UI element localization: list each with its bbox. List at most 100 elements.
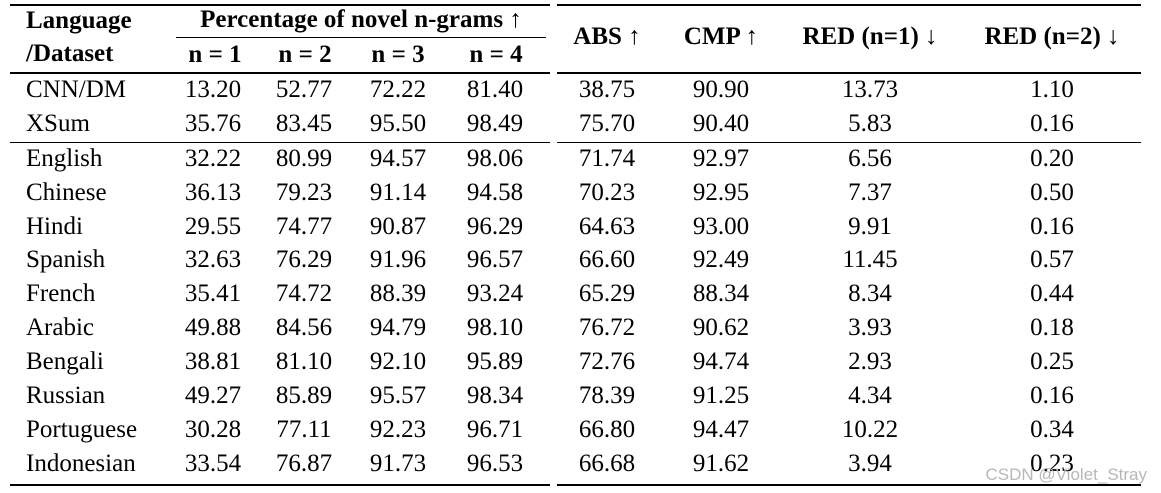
cell-n3: 92.23	[369, 416, 427, 443]
row-label: Portuguese	[26, 416, 138, 443]
row-label: Chinese	[26, 179, 107, 206]
row-label: Russian	[26, 382, 106, 409]
cell-n4: 81.40	[466, 76, 524, 103]
cell-n2: 85.89	[275, 382, 333, 409]
cell-n4: 96.53	[466, 450, 524, 477]
header-n3: n = 3	[371, 41, 425, 68]
cell-n2: 76.87	[275, 450, 333, 477]
cell-cmp: 91.62	[692, 450, 750, 477]
cell-red-n2: 0.16	[1030, 213, 1074, 240]
header-novel-ngrams-group: Percentage of novel n-grams ↑	[200, 6, 522, 33]
cell-n4: 95.89	[466, 348, 524, 375]
cell-n3: 91.96	[369, 246, 427, 273]
cell-n3: 90.87	[369, 213, 427, 240]
cell-n4: 93.24	[466, 280, 524, 307]
cell-red-n1: 4.34	[848, 382, 892, 409]
row-label: Bengali	[26, 348, 104, 375]
cell-n4: 96.57	[466, 246, 524, 273]
header-cmp: CMP ↑	[683, 23, 759, 50]
cell-abs: 72.76	[578, 348, 636, 375]
cell-n1: 35.76	[184, 110, 242, 137]
cell-n1: 32.63	[184, 246, 242, 273]
cell-cmp: 91.25	[692, 382, 750, 409]
cell-cmp: 92.95	[692, 179, 750, 206]
header-abs: ABS ↑	[573, 23, 641, 50]
csdn-watermark: CSDN @Violet_Stray	[985, 465, 1148, 484]
cell-red-n2: 0.18	[1030, 314, 1074, 341]
mid-rule-right	[557, 142, 1141, 143]
header-n1: n = 1	[188, 41, 242, 68]
cell-n3: 94.79	[369, 314, 427, 341]
row-label: Arabic	[26, 314, 95, 341]
cell-n2: 74.72	[275, 280, 333, 307]
cell-n1: 38.81	[184, 348, 242, 375]
cell-cmp: 92.97	[692, 145, 750, 172]
row-label: English	[26, 145, 103, 172]
cell-n3: 95.57	[369, 382, 427, 409]
header-dataset: /Dataset	[26, 40, 114, 67]
header-language: Language	[26, 7, 132, 34]
cell-n4: 96.71	[466, 416, 524, 443]
cell-abs: 76.72	[578, 314, 636, 341]
header-red-n2: RED (n=2) ↓	[984, 23, 1120, 50]
cell-n3: 92.10	[369, 348, 427, 375]
cell-red-n2: 0.16	[1030, 382, 1074, 409]
cell-n2: 52.77	[275, 76, 333, 103]
cell-n4: 98.34	[466, 382, 524, 409]
mid-rule-left	[10, 142, 550, 143]
cell-n1: 30.28	[184, 416, 242, 443]
cell-red-n2: 0.16	[1030, 110, 1074, 137]
cell-n2: 77.11	[276, 416, 332, 443]
bottom-rule-left	[10, 484, 550, 486]
bottom-rule-right	[557, 484, 1141, 486]
cell-red-n1: 2.93	[848, 348, 892, 375]
cell-red-n1: 3.93	[848, 314, 892, 341]
group-underline	[176, 37, 546, 38]
row-label: XSum	[26, 110, 90, 137]
cell-red-n2: 0.50	[1030, 179, 1074, 206]
cell-abs: 65.29	[578, 280, 636, 307]
cell-n2: 83.45	[275, 110, 333, 137]
cell-n4: 98.49	[466, 110, 524, 137]
cell-red-n1: 10.22	[841, 416, 899, 443]
cell-n4: 98.06	[466, 145, 524, 172]
cell-red-n1: 11.45	[842, 246, 898, 273]
cell-n1: 49.88	[184, 314, 242, 341]
header-rule-right	[557, 72, 1141, 74]
cell-n1: 32.22	[184, 145, 242, 172]
cell-abs: 78.39	[578, 382, 636, 409]
cell-n1: 49.27	[184, 382, 242, 409]
row-label: CNN/DM	[26, 76, 127, 103]
cell-abs: 71.74	[578, 145, 636, 172]
cell-n2: 81.10	[275, 348, 333, 375]
cell-abs: 66.68	[578, 450, 636, 477]
top-rule-right	[557, 4, 1141, 6]
cell-n3: 88.39	[369, 280, 427, 307]
cell-cmp: 94.74	[692, 348, 750, 375]
cell-cmp: 94.47	[692, 416, 750, 443]
cell-n1: 36.13	[184, 179, 242, 206]
cell-abs: 75.70	[578, 110, 636, 137]
cell-cmp: 92.49	[692, 246, 750, 273]
top-rule-left	[10, 4, 550, 6]
cell-n2: 79.23	[275, 179, 333, 206]
cell-red-n1: 8.34	[848, 280, 892, 307]
cell-red-n1: 5.83	[848, 110, 892, 137]
cell-abs: 38.75	[578, 76, 636, 103]
row-label: Spanish	[26, 246, 106, 273]
cell-n1: 33.54	[184, 450, 242, 477]
cell-n1: 13.20	[184, 76, 242, 103]
header-n4: n = 4	[469, 41, 523, 68]
cell-red-n2: 0.25	[1030, 348, 1074, 375]
cell-n3: 72.22	[369, 76, 427, 103]
row-label: French	[26, 280, 96, 307]
cell-abs: 66.80	[578, 416, 636, 443]
cell-red-n2: 0.57	[1030, 246, 1074, 273]
cell-red-n2: 1.10	[1030, 76, 1074, 103]
header-rule-left	[10, 72, 550, 74]
cell-abs: 64.63	[578, 213, 636, 240]
row-label: Hindi	[26, 213, 83, 240]
cell-n2: 74.77	[275, 213, 333, 240]
cell-red-n1: 6.56	[848, 145, 892, 172]
